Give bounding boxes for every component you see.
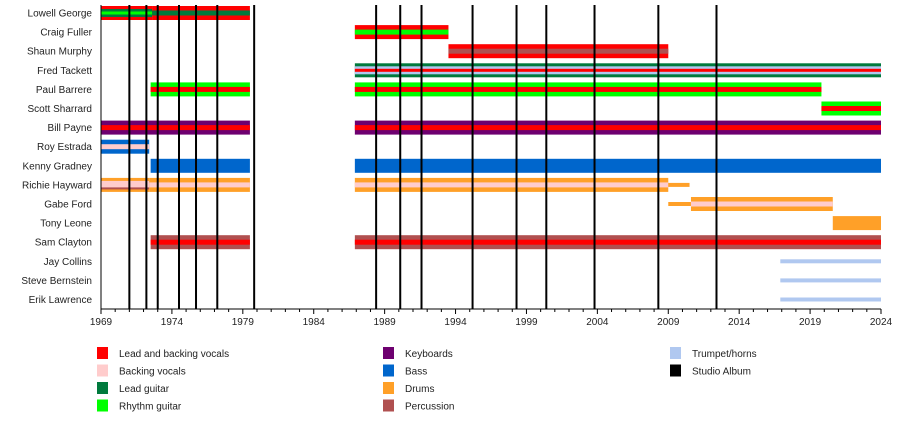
legend-label-bass: Bass xyxy=(405,367,427,378)
legend-swatch-bass xyxy=(383,364,394,377)
member-label: Sam Clayton xyxy=(35,238,92,249)
x-tick-label: 2009 xyxy=(657,317,680,328)
x-tick-label: 2004 xyxy=(586,317,609,328)
legend-swatch-keyboards xyxy=(383,347,394,359)
bar-trumpet xyxy=(780,259,881,264)
bar-bass xyxy=(354,158,881,173)
x-tick-label: 1974 xyxy=(161,317,184,328)
x-tick-label: 1969 xyxy=(90,317,113,328)
member-label: Fred Tackett xyxy=(37,66,92,77)
x-tick-label: 1994 xyxy=(444,317,467,328)
legend-label-lead_vocals: Lead and backing vocals xyxy=(119,349,229,360)
legend-label-lead_guitar: Lead guitar xyxy=(119,384,170,395)
x-tick-label: 1984 xyxy=(303,317,326,328)
legend-label-trumpet: Trumpet/horns xyxy=(692,349,757,360)
member-label: Scott Sharrard xyxy=(28,104,92,115)
bar-lead_vocals xyxy=(354,239,881,245)
bar-backing_vocals xyxy=(149,182,250,188)
bar-lead_vocals xyxy=(354,86,822,92)
legend-label-backing_vocals: Backing vocals xyxy=(119,367,186,378)
bar-percussion xyxy=(448,48,669,54)
x-tick-label: 2014 xyxy=(728,317,751,328)
bar-lead_vocals xyxy=(821,106,881,111)
bar-percussion xyxy=(101,187,150,190)
bar-backing_vocals xyxy=(690,201,833,207)
member-label: Gabe Ford xyxy=(44,200,92,211)
bar-rhythm_guitar xyxy=(354,29,449,35)
bar-trumpet xyxy=(780,278,881,283)
legend-swatch-trumpet xyxy=(670,347,681,359)
legend-swatch-album xyxy=(670,364,681,377)
bar-lead_vocals xyxy=(354,125,881,131)
bar-rhythm_guitar xyxy=(101,11,153,15)
x-tick-label: 1979 xyxy=(232,317,255,328)
bar-drums xyxy=(832,216,881,231)
x-tick-label: 1989 xyxy=(374,317,397,328)
member-label: Kenny Gradney xyxy=(23,161,93,172)
member-label: Paul Barrere xyxy=(36,85,93,96)
legend-label-rhythm_guitar: Rhythm guitar xyxy=(119,402,182,413)
member-label: Richie Hayward xyxy=(22,180,92,191)
legend-swatch-drums xyxy=(383,382,394,394)
bar-drums xyxy=(668,202,691,206)
legend-label-drums: Drums xyxy=(405,384,434,395)
member-label: Tony Leone xyxy=(40,219,92,230)
legend-swatch-backing_vocals xyxy=(97,364,108,377)
member-label: Craig Fuller xyxy=(40,28,92,39)
bar-lead_vocals xyxy=(354,68,881,72)
bar-bass xyxy=(150,158,250,173)
x-tick-label: 1999 xyxy=(515,317,538,328)
bar-lead_vocals xyxy=(150,239,250,245)
member-label: Steve Bernstein xyxy=(21,276,92,287)
bar-backing_vocals xyxy=(101,144,150,150)
member-label: Shaun Murphy xyxy=(27,47,92,58)
legend-swatch-lead_vocals xyxy=(97,347,108,359)
member-label: Bill Payne xyxy=(48,123,93,134)
bar-backing_vocals xyxy=(101,180,150,189)
member-label: Roy Estrada xyxy=(37,142,92,153)
legend-swatch-lead_guitar xyxy=(97,382,108,394)
bar-lead_guitar xyxy=(152,10,250,16)
member-label: Jay Collins xyxy=(44,257,92,268)
x-tick-label: 2019 xyxy=(799,317,822,328)
bar-lead_vocals xyxy=(150,86,250,92)
legend-label-percussion: Percussion xyxy=(405,402,454,413)
member-label: Erik Lawrence xyxy=(29,295,93,306)
legend-label-keyboards: Keyboards xyxy=(405,349,453,360)
bar-drums xyxy=(668,182,690,187)
x-tick-label: 2024 xyxy=(870,317,893,328)
legend-swatch-percussion xyxy=(383,399,394,412)
legend-swatch-rhythm_guitar xyxy=(97,399,108,412)
legend-label-album: Studio Album xyxy=(692,367,751,378)
member-label: Lowell George xyxy=(28,9,93,20)
bar-backing_vocals xyxy=(354,182,669,188)
bar-lead_vocals xyxy=(101,125,250,131)
bar-trumpet xyxy=(780,297,881,302)
